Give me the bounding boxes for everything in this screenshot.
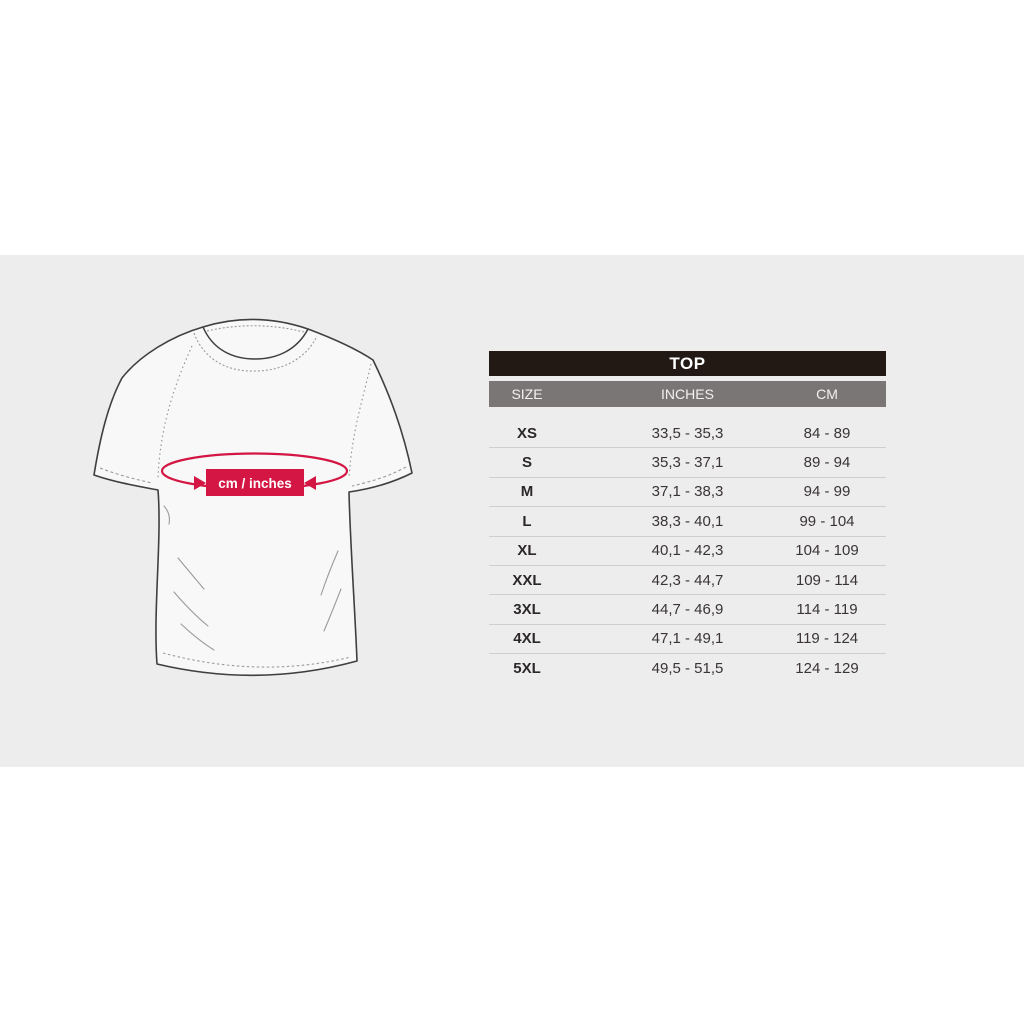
size-cell: XS: [516, 424, 537, 442]
size-cell: XXL: [512, 571, 542, 589]
bottom-hem-stitch: [162, 652, 352, 668]
size-table-column-header: SIZE INCHES CM: [489, 381, 886, 407]
right-arrowhead-icon: [304, 476, 316, 490]
inches-cell: 42,3 - 44,7: [651, 571, 724, 589]
inches-cell: 47,1 - 49,1: [651, 630, 724, 648]
collar-seam-stitch: [193, 332, 318, 372]
table-row: 5XL 49,5 - 51,5 124 - 129: [489, 654, 886, 682]
right-sleeve-stitch: [351, 466, 407, 487]
inches-cell: 37,1 - 38,3: [651, 483, 724, 501]
inches-cell: 44,7 - 46,9: [651, 601, 724, 619]
column-header-inches: INCHES: [661, 386, 714, 402]
collar-top-stitch: [206, 325, 305, 333]
size-cell: L: [522, 512, 532, 530]
table-row: 3XL 44,7 - 46,9 114 - 119: [489, 595, 886, 625]
table-row: 4XL 47,1 - 49,1 119 - 124: [489, 625, 886, 655]
size-cell: XL: [517, 542, 537, 560]
collar-inner-line: [202, 326, 309, 360]
tshirt-body-outline: [93, 318, 413, 677]
tshirt-drawing: cm / inches: [93, 318, 413, 677]
cm-cell: 114 - 119: [796, 601, 858, 619]
inches-cell: 49,5 - 51,5: [651, 659, 724, 677]
size-cell: 5XL: [513, 659, 541, 677]
size-table-rows: XS 33,5 - 35,3 84 - 89 S 35,3 - 37,1 89 …: [489, 419, 886, 683]
table-row: XS 33,5 - 35,3 84 - 89: [489, 419, 886, 449]
size-cell: S: [521, 454, 532, 472]
left-sleeve-stitch: [99, 467, 153, 484]
measure-badge: [206, 469, 304, 496]
left-armhole-seam: [157, 345, 193, 479]
measure-badge-label: cm / inches: [218, 476, 292, 491]
inches-cell: 35,3 - 37,1: [651, 454, 724, 472]
cm-cell: 119 - 124: [795, 630, 859, 648]
size-cell: 4XL: [513, 630, 541, 648]
inches-cell: 40,1 - 42,3: [651, 542, 724, 560]
column-header-size: SIZE: [511, 386, 543, 402]
table-row: XL 40,1 - 42,3 104 - 109: [489, 537, 886, 566]
column-header-cm: CM: [816, 386, 838, 402]
cm-cell: 94 - 99: [803, 483, 851, 501]
size-table: TOP SIZE INCHES CM XS 33,5 - 35,3 84 - 8…: [489, 351, 886, 683]
inches-cell: 33,5 - 35,3: [651, 424, 724, 442]
cm-cell: 84 - 89: [803, 424, 851, 442]
size-table-title: TOP: [489, 351, 886, 376]
cm-cell: 124 - 129: [795, 659, 859, 677]
cm-cell: 109 - 114: [795, 571, 859, 589]
size-cell: M: [520, 483, 534, 501]
table-row: M 37,1 - 38,3 94 - 99: [489, 478, 886, 508]
table-row: XXL 42,3 - 44,7 109 - 114: [489, 566, 886, 596]
wrinkle-lines: [163, 505, 342, 651]
size-cell: 3XL: [513, 601, 541, 619]
tshirt-illustration: cm / inches: [80, 288, 425, 698]
table-row: S 35,3 - 37,1 89 - 94: [489, 448, 886, 478]
inches-cell: 38,3 - 40,1: [651, 512, 724, 530]
table-row: L 38,3 - 40,1 99 - 104: [489, 507, 886, 537]
cm-cell: 104 - 109: [795, 542, 859, 560]
cm-cell: 99 - 104: [799, 512, 855, 530]
cm-cell: 89 - 94: [803, 454, 851, 472]
left-arrowhead-icon: [194, 476, 206, 490]
